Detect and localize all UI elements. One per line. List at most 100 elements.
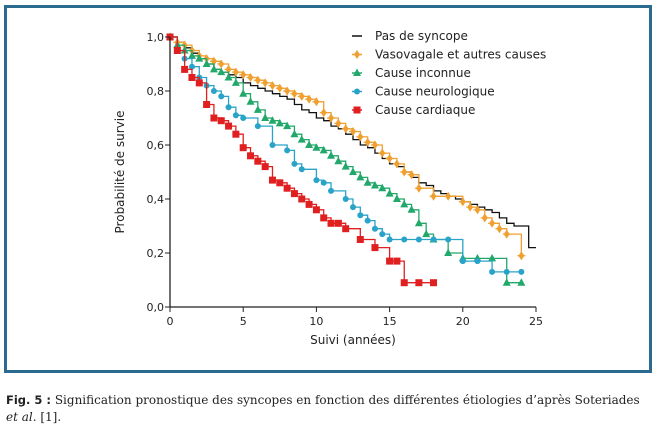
data-point-marker [353, 50, 361, 59]
data-point-marker [312, 206, 320, 214]
data-point-marker [342, 225, 350, 233]
data-point-marker [203, 101, 211, 108]
caption-italic: et al. [6, 410, 37, 424]
data-point-marker [261, 78, 270, 88]
data-point-marker [268, 176, 276, 184]
x-tick-label: 20 [456, 315, 470, 328]
data-point-marker [210, 114, 218, 122]
caption-label: Fig. 5 : [6, 393, 52, 407]
data-point-marker [232, 130, 240, 138]
data-point-marker [319, 145, 328, 154]
data-point-marker [320, 179, 327, 186]
data-point-marker [290, 129, 299, 138]
data-point-marker [342, 196, 349, 202]
data-point-marker [363, 178, 372, 186]
data-point-marker [305, 140, 314, 148]
data-point-marker [334, 219, 342, 227]
legend-label: Vasovagale et autres causes [375, 48, 546, 62]
data-point-marker [407, 170, 416, 180]
data-point-marker [231, 78, 240, 86]
data-point-marker [489, 268, 496, 275]
x-axis-label: Suivi (années) [310, 333, 396, 347]
data-point-marker [276, 179, 284, 187]
data-point-marker [217, 59, 226, 69]
data-point-marker [297, 135, 306, 143]
data-point-marker [378, 148, 387, 158]
data-point-marker [349, 127, 357, 136]
data-point-marker [225, 104, 232, 111]
data-point-marker [400, 199, 409, 208]
data-point-marker [180, 46, 189, 54]
data-point-marker [313, 177, 320, 184]
legend-item: Vasovagale et autres causes [352, 48, 546, 62]
series-line [170, 36, 536, 249]
data-point-marker [503, 268, 510, 275]
data-point-marker [254, 157, 262, 165]
data-point-marker [209, 56, 218, 66]
data-point-marker [334, 156, 343, 165]
data-point-marker [371, 225, 378, 232]
data-point-marker [188, 63, 195, 70]
data-point-marker [261, 163, 269, 171]
legend-item: Cause neurologique [352, 85, 495, 99]
data-point-marker [356, 236, 364, 243]
data-point-marker [195, 54, 204, 62]
figure-caption: Fig. 5 : Signification pronostique des s… [6, 392, 651, 426]
data-point-marker [444, 248, 453, 256]
y-tick-label: 0,2 [147, 247, 165, 260]
data-point-marker [239, 70, 248, 80]
data-point-marker [414, 183, 423, 193]
series-cause-inconnue [166, 32, 526, 286]
data-point-marker [502, 278, 511, 286]
data-point-marker [188, 74, 196, 81]
data-point-marker [356, 172, 365, 181]
data-point-marker [350, 204, 356, 211]
legend-label: Cause cardiaque [375, 103, 475, 117]
data-point-marker [283, 121, 292, 130]
x-tick-label: 0 [167, 315, 174, 328]
data-point-marker [349, 167, 357, 175]
series-layer [166, 32, 536, 287]
data-point-marker [320, 214, 328, 222]
data-point-marker [305, 200, 313, 208]
data-point-marker [224, 73, 233, 81]
y-tick-label: 0,8 [147, 85, 165, 98]
data-point-marker [246, 97, 255, 105]
data-point-marker [334, 118, 343, 128]
data-point-marker [502, 229, 511, 239]
x-tick-label: 5 [240, 315, 247, 328]
data-point-marker [297, 91, 306, 101]
data-point-marker [445, 236, 452, 243]
caption-ref: [1]. [36, 410, 62, 424]
data-point-marker [518, 268, 525, 275]
data-point-marker [364, 217, 371, 224]
x-tick-label: 10 [309, 315, 323, 328]
series-cause-neurologique [167, 34, 525, 275]
data-point-marker [458, 197, 467, 207]
data-point-marker [444, 191, 453, 201]
data-point-marker [353, 106, 361, 114]
data-point-marker [247, 152, 255, 160]
data-point-marker [459, 258, 466, 265]
data-point-marker [392, 194, 401, 202]
data-point-marker [305, 94, 314, 104]
data-point-marker [429, 191, 438, 201]
data-point-marker [298, 166, 305, 173]
data-point-marker [283, 86, 292, 96]
data-point-marker [466, 202, 475, 212]
data-point-marker [312, 97, 321, 107]
data-point-marker [353, 68, 361, 76]
y-axis-label: Probabilité de survie [113, 111, 127, 234]
data-point-marker [341, 124, 350, 134]
caption-text: Signification pronostique des syncopes e… [51, 393, 640, 407]
data-point-marker [357, 212, 364, 219]
data-point-marker [386, 257, 394, 265]
data-point-marker [407, 205, 416, 213]
data-point-marker [327, 113, 336, 123]
data-point-marker [217, 117, 225, 125]
data-point-marker [517, 251, 526, 261]
data-point-marker [291, 160, 298, 167]
figure-frame [4, 5, 652, 373]
data-point-marker [370, 181, 379, 189]
x-tick-label: 25 [529, 315, 543, 328]
